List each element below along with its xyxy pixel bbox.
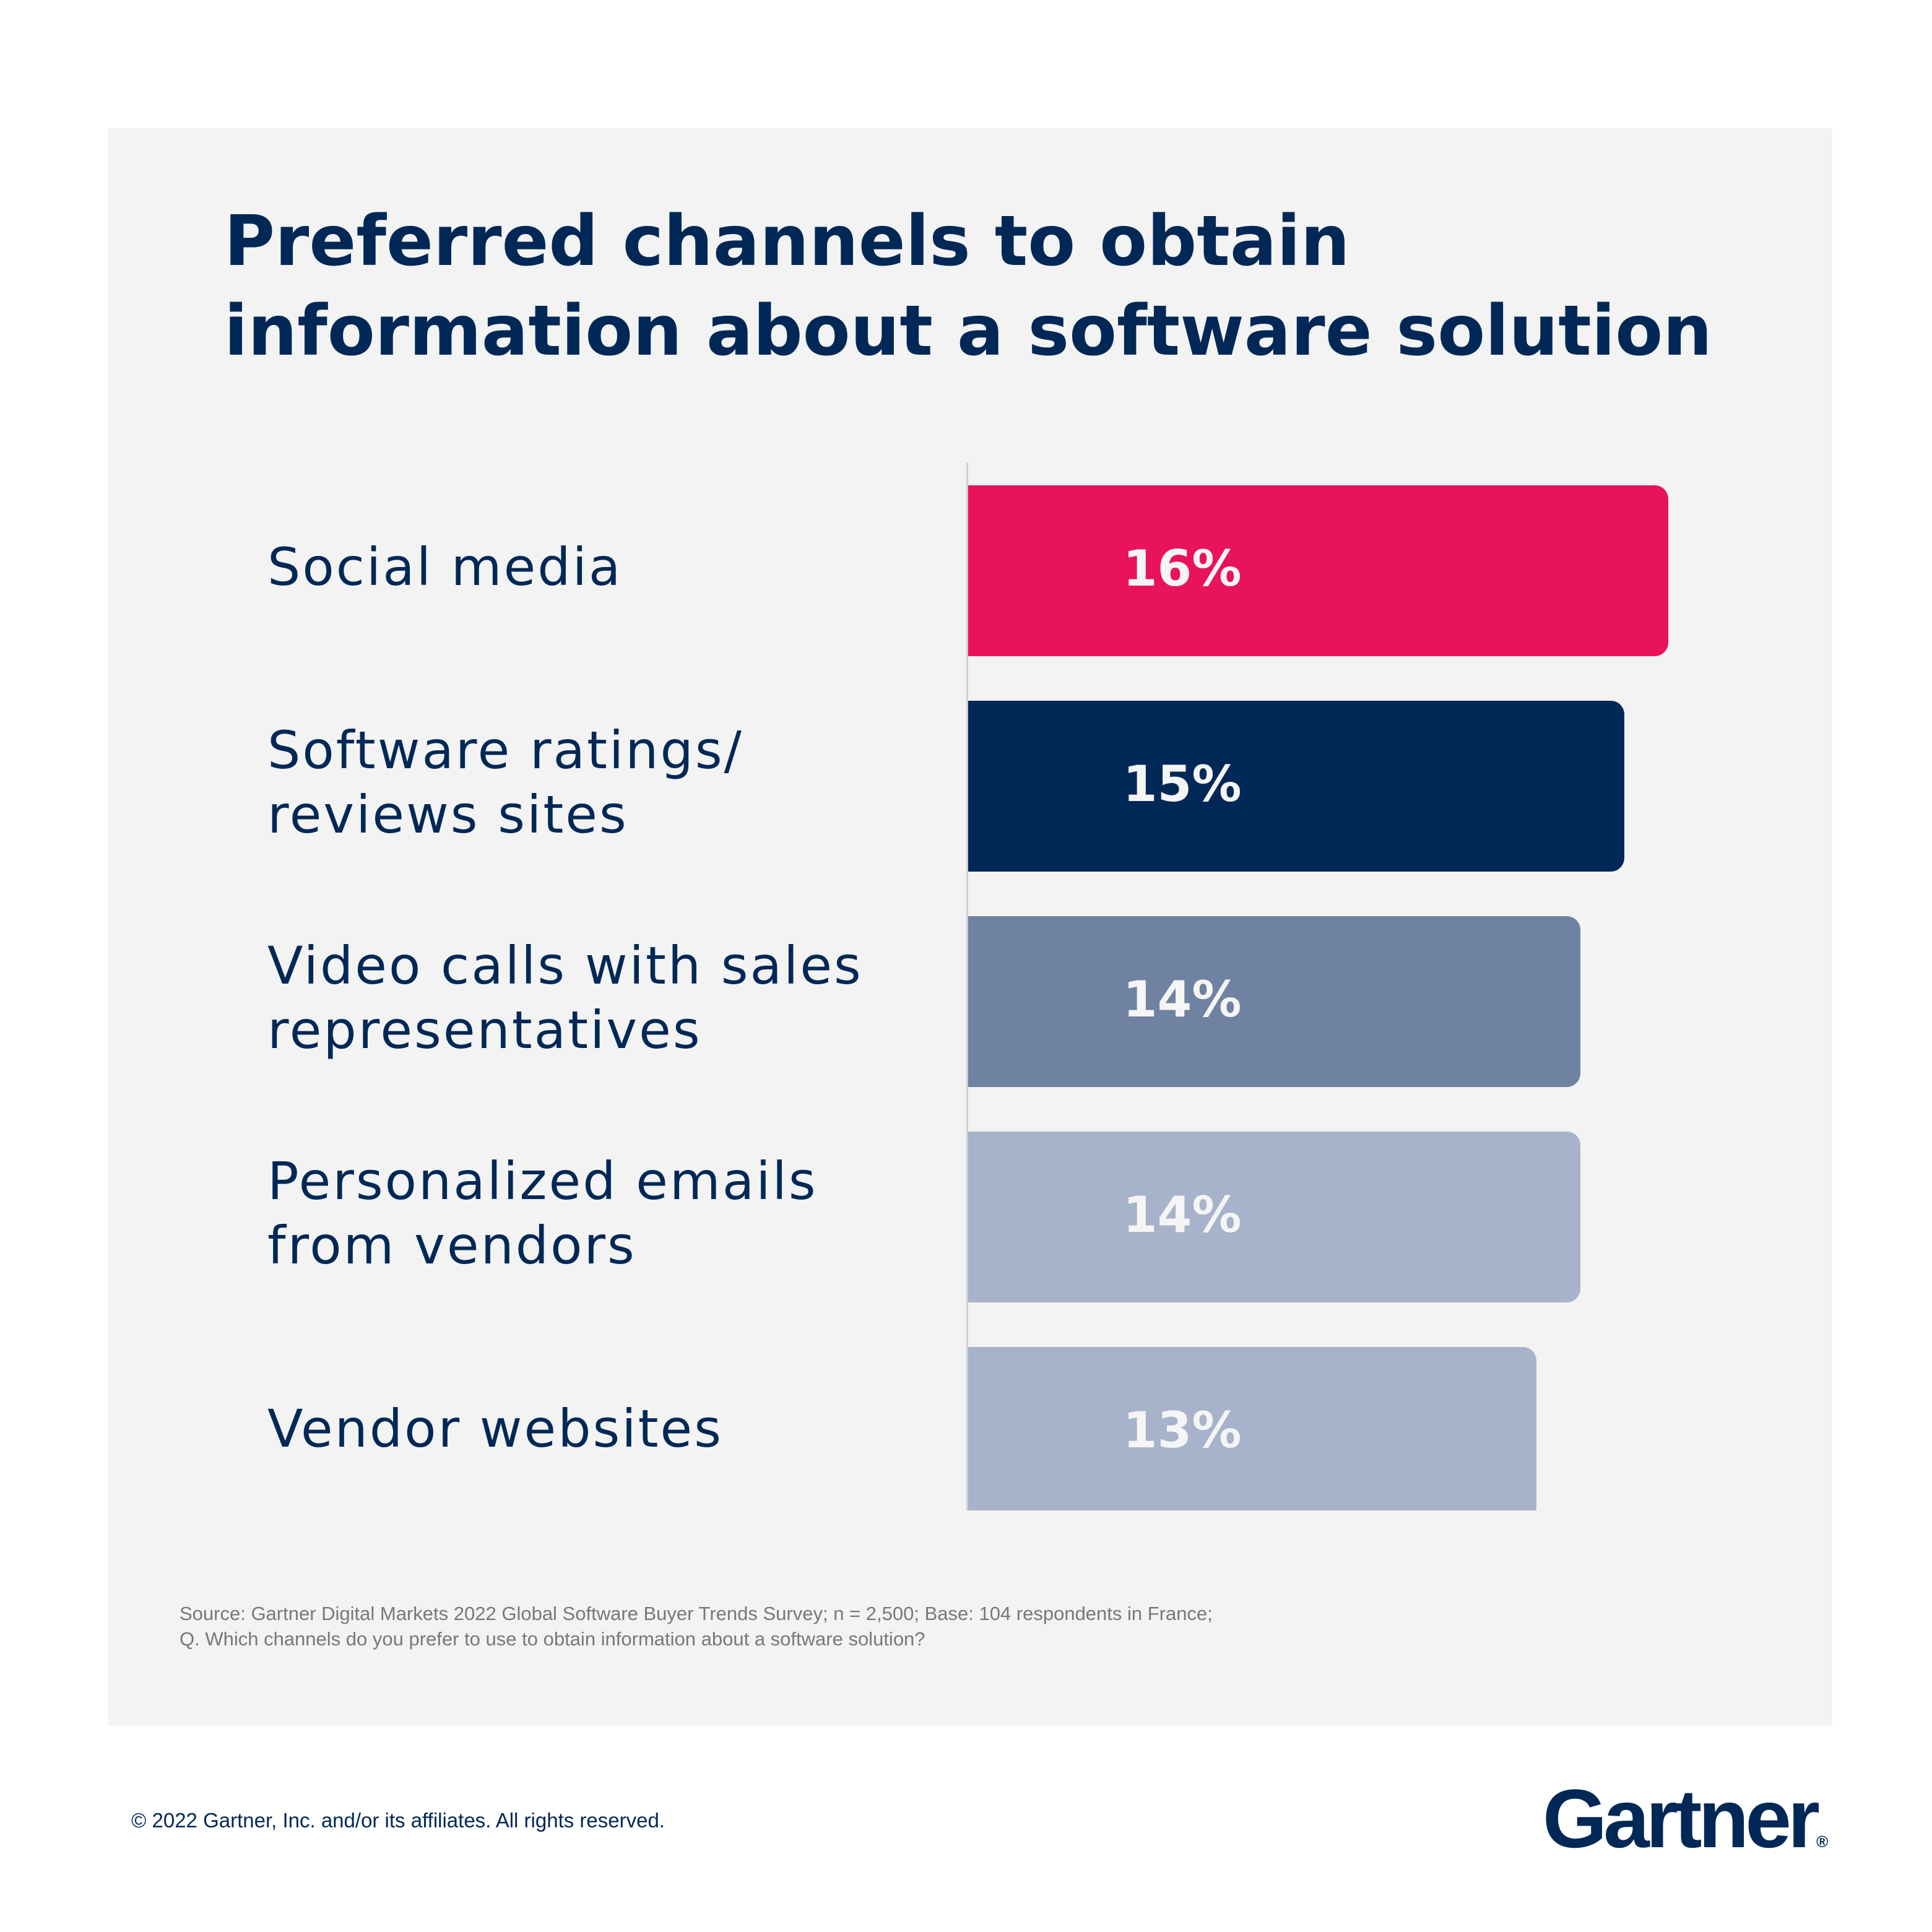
category-label: Software ratings/reviews sites: [267, 718, 743, 847]
bar-value-label: 15%: [1123, 755, 1242, 813]
bar-value-label: 14%: [1123, 971, 1242, 1028]
copyright: © 2022 Gartner, Inc. and/or its affiliat…: [131, 1809, 665, 1832]
y-axis-line: [966, 463, 968, 1510]
bar-value-label: 16%: [1123, 540, 1242, 597]
category-label-line: Software ratings/: [267, 720, 743, 781]
bar-value-label: 14%: [1123, 1186, 1242, 1244]
source-note: Source: Gartner Digital Markets 2022 Glo…: [180, 1601, 1213, 1652]
category-label: Social media: [267, 535, 622, 599]
bar: 14%: [968, 1132, 1581, 1302]
bar-value-label: 13%: [1123, 1401, 1242, 1459]
source-line-2: Q. Which channels do you prefer to use t…: [180, 1628, 925, 1650]
category-label-line: Vendor websites: [267, 1398, 723, 1459]
source-line-1: Source: Gartner Digital Markets 2022 Glo…: [180, 1603, 1213, 1624]
bar: 16%: [968, 485, 1668, 656]
category-label-line: reviews sites: [267, 784, 628, 845]
chart-title: Preferred channels to obtain information…: [224, 201, 1712, 371]
category-label: Vendor websites: [267, 1397, 723, 1461]
category-label-line: Personalized emails: [267, 1151, 818, 1211]
category-label-line: from vendors: [267, 1215, 636, 1276]
category-label-line: Social media: [267, 537, 623, 597]
registered-mark: ®: [1816, 1832, 1829, 1851]
bar: 13%: [968, 1347, 1537, 1510]
logo-text: Gartner: [1543, 1773, 1820, 1865]
bar: 15%: [968, 701, 1624, 872]
category-label: Video calls with sales representatives: [267, 934, 863, 1062]
gartner-logo: Gartner®: [1543, 1772, 1828, 1866]
category-label: Personalized emails from vendors: [267, 1149, 818, 1278]
category-label-line: Video calls with sales: [267, 935, 863, 996]
category-label-line: representatives: [267, 1000, 702, 1060]
bar: 14%: [968, 916, 1581, 1087]
